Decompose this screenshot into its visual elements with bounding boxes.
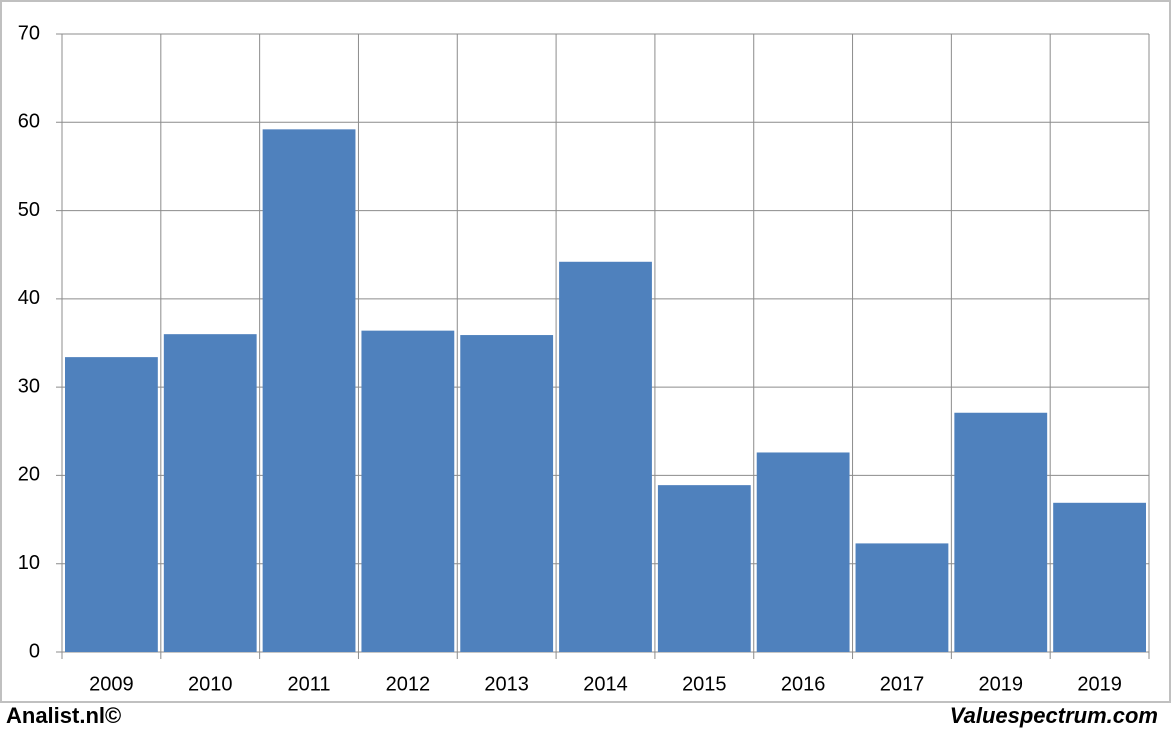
credit-label: Valuespectrum.com — [950, 703, 1158, 728]
x-tick-label: 2009 — [89, 673, 134, 695]
y-tick-label: 10 — [18, 552, 40, 574]
x-tick-label: 2012 — [386, 673, 431, 695]
x-tick-label: 2010 — [188, 673, 233, 695]
bar — [262, 129, 356, 652]
y-tick-label: 40 — [18, 287, 40, 309]
bar — [657, 485, 751, 652]
bar — [855, 543, 949, 652]
x-tick-label: 2019 — [1077, 673, 1122, 695]
bar — [460, 335, 554, 652]
y-tick-label: 60 — [18, 111, 40, 133]
y-tick-label: 30 — [18, 375, 40, 397]
bar — [1053, 502, 1146, 652]
bar — [361, 330, 455, 652]
bar — [954, 412, 1048, 652]
bar — [65, 357, 158, 652]
bar — [756, 452, 850, 652]
x-tick-label: 2015 — [682, 673, 727, 695]
y-tick-label: 50 — [18, 199, 40, 221]
bar — [163, 334, 257, 652]
x-tick-label: 2016 — [781, 673, 826, 695]
y-tick-label: 70 — [18, 22, 40, 44]
x-tick-label: 2017 — [880, 673, 925, 695]
bar — [559, 261, 652, 652]
x-tick-label: 2013 — [484, 673, 529, 695]
y-tick-label: 20 — [18, 464, 40, 486]
source-label: Analist.nl© — [6, 703, 121, 728]
x-tick-label: 2014 — [583, 673, 628, 695]
y-tick-label: 0 — [29, 640, 40, 662]
x-tick-label: 2019 — [979, 673, 1024, 695]
x-tick-label: 2011 — [288, 673, 331, 695]
